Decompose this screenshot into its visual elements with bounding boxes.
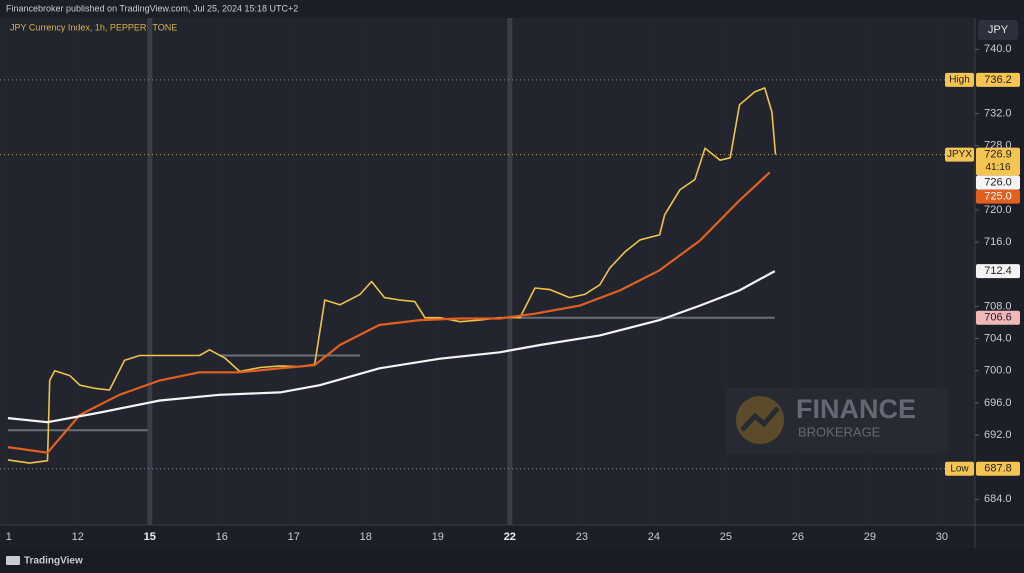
price-tag	[945, 461, 974, 476]
x-tick-label: 15	[144, 531, 156, 543]
y-tick-label: 700.0	[984, 365, 1012, 377]
x-tick-label: 29	[864, 531, 876, 543]
price-badge-label: 725.0	[984, 190, 1012, 202]
price-tag-label: High	[949, 75, 970, 86]
price-badge-label: 706.6	[984, 312, 1012, 324]
chart-title: JPY Currency Index, 1h, PEPPERSTONE	[10, 22, 177, 32]
y-tick-label: 732.0	[984, 108, 1012, 120]
series-line	[7, 171, 771, 454]
price-badge-label: 687.8	[984, 463, 1012, 475]
price-badge-label: 726.9	[984, 148, 1012, 160]
watermark-text: FINANCE	[796, 394, 916, 424]
y-tick-label: 740.0	[984, 43, 1012, 55]
x-tick-label: 16	[216, 531, 228, 543]
price-badge	[976, 175, 1020, 190]
price-tag-label: JPYX	[947, 149, 972, 160]
x-tick-label: 26	[792, 531, 804, 543]
y-tick-label: 708.0	[984, 300, 1012, 312]
header: Financebroker published on TradingView.c…	[6, 3, 298, 13]
y-tick-label: 684.0	[984, 493, 1012, 505]
currency: JPY	[988, 24, 1009, 36]
price-badge	[976, 461, 1020, 476]
price-badge	[976, 310, 1020, 325]
series-line	[7, 270, 776, 424]
y-tick-label: 716.0	[984, 236, 1012, 248]
price-badge	[976, 72, 1020, 87]
x-tick-label: 17	[288, 531, 300, 543]
x-tick-label: 18	[360, 531, 372, 543]
x-tick-label: 24	[648, 531, 660, 543]
series-line	[7, 87, 777, 464]
price-badge-label: 726.0	[984, 176, 1012, 188]
x-tick-label: 12	[72, 531, 84, 543]
x-tick-label: 30	[936, 531, 948, 543]
price-tag-label: Low	[950, 463, 969, 474]
y-tick-label: 720.0	[984, 204, 1012, 216]
y-tick-label: 692.0	[984, 429, 1012, 441]
currency-box	[978, 20, 1018, 40]
x-tick-label: 19	[432, 531, 444, 543]
price-badge	[976, 189, 1020, 204]
price-tag	[945, 147, 974, 162]
watermark: FINANCE BROKERAGE	[726, 388, 948, 454]
y-tick-label: 696.0	[984, 397, 1012, 409]
y-tick-label: 704.0	[984, 332, 1012, 344]
footer: TradingView	[24, 556, 83, 567]
price-badge-label: 736.2	[984, 74, 1012, 86]
watermark-subtext: BROKERAGE	[798, 424, 881, 439]
x-tick-label: 25	[720, 531, 732, 543]
price-badge-countdown: 41:16	[985, 162, 1010, 173]
price-tag	[945, 72, 974, 87]
price-badge	[976, 147, 1020, 176]
price-badge	[976, 264, 1020, 279]
watermark-logo-arrow	[740, 406, 780, 432]
footer-bar	[0, 548, 1024, 573]
x-tick-label: 22	[504, 531, 516, 543]
x-tick-label: 1	[6, 531, 12, 543]
x-tick-label: 23	[576, 531, 588, 543]
price-badge-label: 712.4	[984, 265, 1012, 277]
footer-logo	[6, 556, 20, 565]
